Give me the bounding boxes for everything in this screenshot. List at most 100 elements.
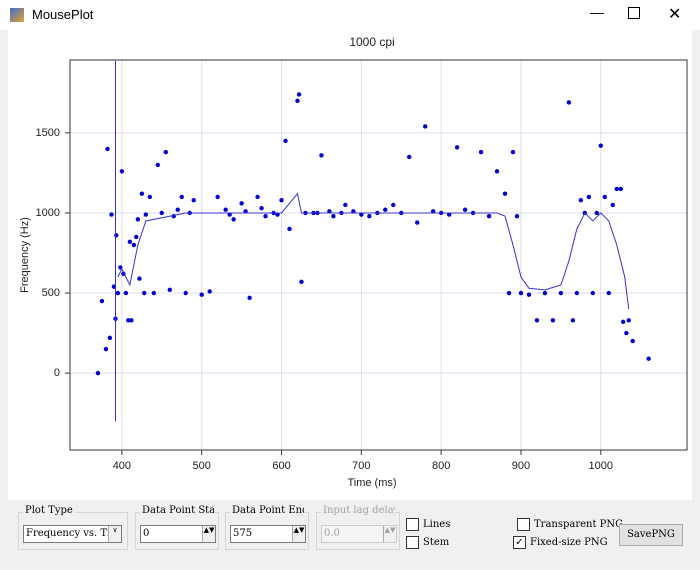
- point: [137, 276, 142, 281]
- point: [143, 212, 149, 217]
- point: [646, 356, 651, 361]
- group-label: Input lag delay: [321, 505, 395, 516]
- point: [255, 194, 260, 200]
- spin: ▲▼: [383, 526, 396, 542]
- point: [391, 202, 396, 208]
- point: [606, 290, 611, 296]
- close[interactable]: ✕: [668, 6, 682, 23]
- point: [163, 149, 168, 155]
- x-axis-label: Time (ms): [347, 477, 396, 489]
- point: [351, 209, 356, 214]
- point: [462, 207, 468, 212]
- point: [610, 202, 615, 208]
- check-box[interactable]: ✓: [513, 536, 526, 549]
- combo-box[interactable]: Frequency vs. Ti ∨: [23, 525, 122, 543]
- checkbox[interactable]: Transparent PNG: [517, 518, 623, 532]
- point: [223, 207, 228, 212]
- point: [590, 290, 596, 296]
- point: [494, 169, 500, 174]
- point: [430, 209, 436, 214]
- point: [247, 295, 252, 301]
- app-icon: [10, 8, 24, 22]
- point: [415, 220, 420, 225]
- checkbox-label: Lines: [423, 519, 451, 530]
- point: [407, 154, 412, 160]
- check-box[interactable]: [406, 518, 419, 531]
- check-box[interactable]: [406, 536, 419, 549]
- point: [598, 143, 603, 148]
- spin: ▲▼: [292, 526, 305, 542]
- group-label: Plot Type: [23, 505, 75, 516]
- checkbox-label: Fixed-size PNG: [530, 537, 608, 548]
- point: [183, 290, 188, 296]
- button[interactable]: SavePNG: [619, 524, 683, 546]
- point: [586, 194, 592, 200]
- point: [107, 335, 113, 341]
- spin: ∨: [108, 526, 121, 542]
- point: [126, 318, 131, 323]
- point: [263, 213, 268, 219]
- point: [191, 197, 196, 203]
- point: [118, 265, 123, 270]
- chart-title: 1000 cpi: [349, 35, 394, 49]
- point: [231, 217, 236, 222]
- point: [109, 212, 114, 217]
- point: [454, 145, 460, 150]
- point: [478, 149, 484, 155]
- point: [510, 149, 516, 155]
- point: [506, 290, 512, 296]
- checkbox-label: Transparent PNG: [534, 519, 624, 530]
- point: [518, 290, 524, 296]
- minimize[interactable]: —: [590, 4, 604, 20]
- x-tick-label: 1000: [589, 460, 613, 472]
- input-value: 0: [143, 528, 150, 539]
- input-value: 575: [233, 528, 253, 539]
- point: [550, 318, 556, 323]
- numeric-input[interactable]: 575 ▲▼: [230, 525, 306, 543]
- y-tick-label: 0: [54, 367, 60, 379]
- maximize[interactable]: [628, 7, 640, 19]
- point: [167, 287, 172, 293]
- point: [526, 292, 532, 297]
- point: [199, 292, 204, 297]
- checkbox-label: Stem: [423, 537, 450, 548]
- group-box: Data Point End 575 ▲▼: [225, 505, 309, 550]
- point: [383, 207, 388, 212]
- point: [175, 207, 180, 212]
- y-tick-label: 500: [42, 287, 60, 299]
- line: [114, 60, 630, 422]
- point: [570, 318, 576, 323]
- input-value: 0.0: [324, 528, 340, 539]
- y-tick-label: 1500: [36, 127, 60, 139]
- point: [534, 318, 540, 323]
- point: [614, 186, 619, 192]
- point: [275, 212, 280, 217]
- numeric-input: 0.0 ▲▼: [321, 525, 397, 543]
- point: [626, 318, 631, 323]
- checkbox[interactable]: Lines: [406, 518, 450, 532]
- group-box: Input lag delay 0.0 ▲▼: [316, 505, 400, 550]
- numeric-input[interactable]: 0 ▲▼: [140, 525, 216, 543]
- chart: 1000 cpi Time (ms) Frequency (Hz) 400 500…: [19, 35, 688, 489]
- point: [127, 239, 133, 244]
- point: [215, 194, 220, 200]
- point: [299, 279, 304, 285]
- check-box[interactable]: [517, 518, 530, 531]
- point: [142, 290, 147, 296]
- checkbox[interactable]: Stem: [406, 536, 449, 550]
- point: [624, 330, 629, 336]
- checkbox[interactable]: ✓ Fixed-size PNG: [513, 536, 608, 550]
- x-tick-label: 800: [432, 460, 450, 472]
- point: [139, 191, 145, 196]
- point: [147, 194, 153, 200]
- point: [135, 217, 141, 222]
- point: [630, 338, 635, 344]
- point: [558, 290, 564, 296]
- plot-frame: [69, 59, 688, 451]
- x-tick-label: 500: [193, 460, 211, 472]
- plot-area: [95, 60, 651, 422]
- point: [151, 290, 157, 296]
- point: [359, 212, 364, 217]
- point: [103, 346, 109, 352]
- point: [239, 201, 244, 206]
